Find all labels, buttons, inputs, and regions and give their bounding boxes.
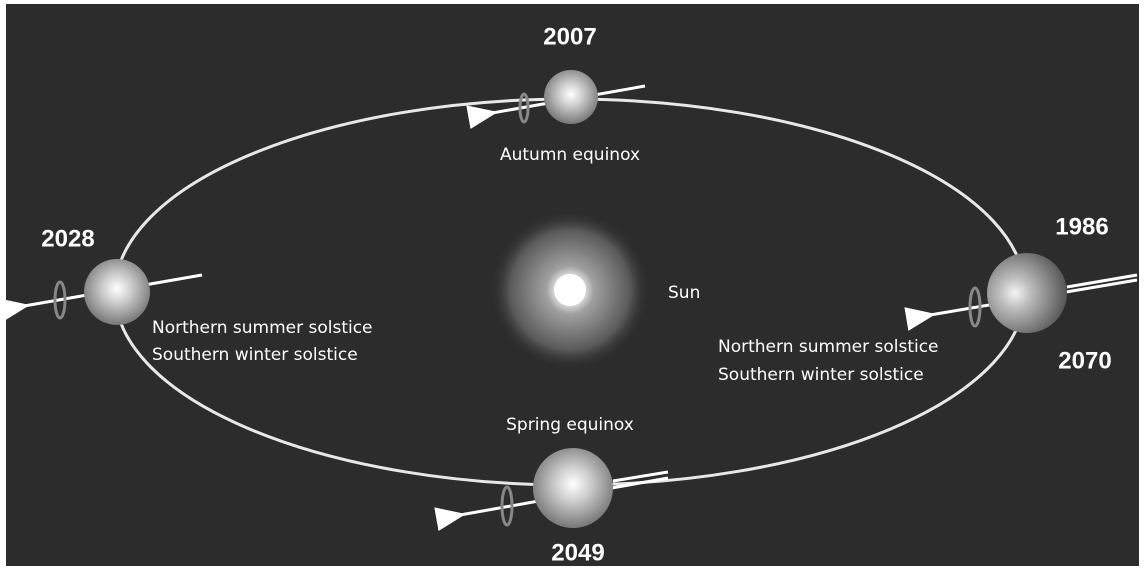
position-label: Northern summer solstice [152, 318, 373, 338]
axis-line [612, 470, 669, 483]
planet [987, 253, 1067, 333]
spin-ring [500, 485, 514, 527]
spin-ring [968, 286, 982, 328]
year-label: 1986 [1055, 213, 1108, 240]
position-label: Southern winter solstice [152, 345, 358, 365]
position-label: Northern summer solstice [718, 337, 939, 357]
axis-line [1066, 273, 1138, 289]
spin-ring [518, 92, 530, 124]
position-label: Autumn equinox [500, 145, 640, 165]
year-label: 2049 [551, 539, 604, 566]
spin-ring [53, 280, 67, 320]
planet [84, 259, 150, 325]
year-label: 2028 [41, 225, 94, 252]
position-label: Southern winter solstice [718, 365, 924, 385]
year-label: 2070 [1058, 347, 1111, 374]
year-label: 2007 [543, 23, 596, 50]
sun-label: Sun [668, 283, 700, 303]
position-label: Spring equinox [506, 415, 634, 435]
sun-core [554, 274, 586, 306]
planet [544, 70, 598, 124]
planet [533, 448, 613, 528]
